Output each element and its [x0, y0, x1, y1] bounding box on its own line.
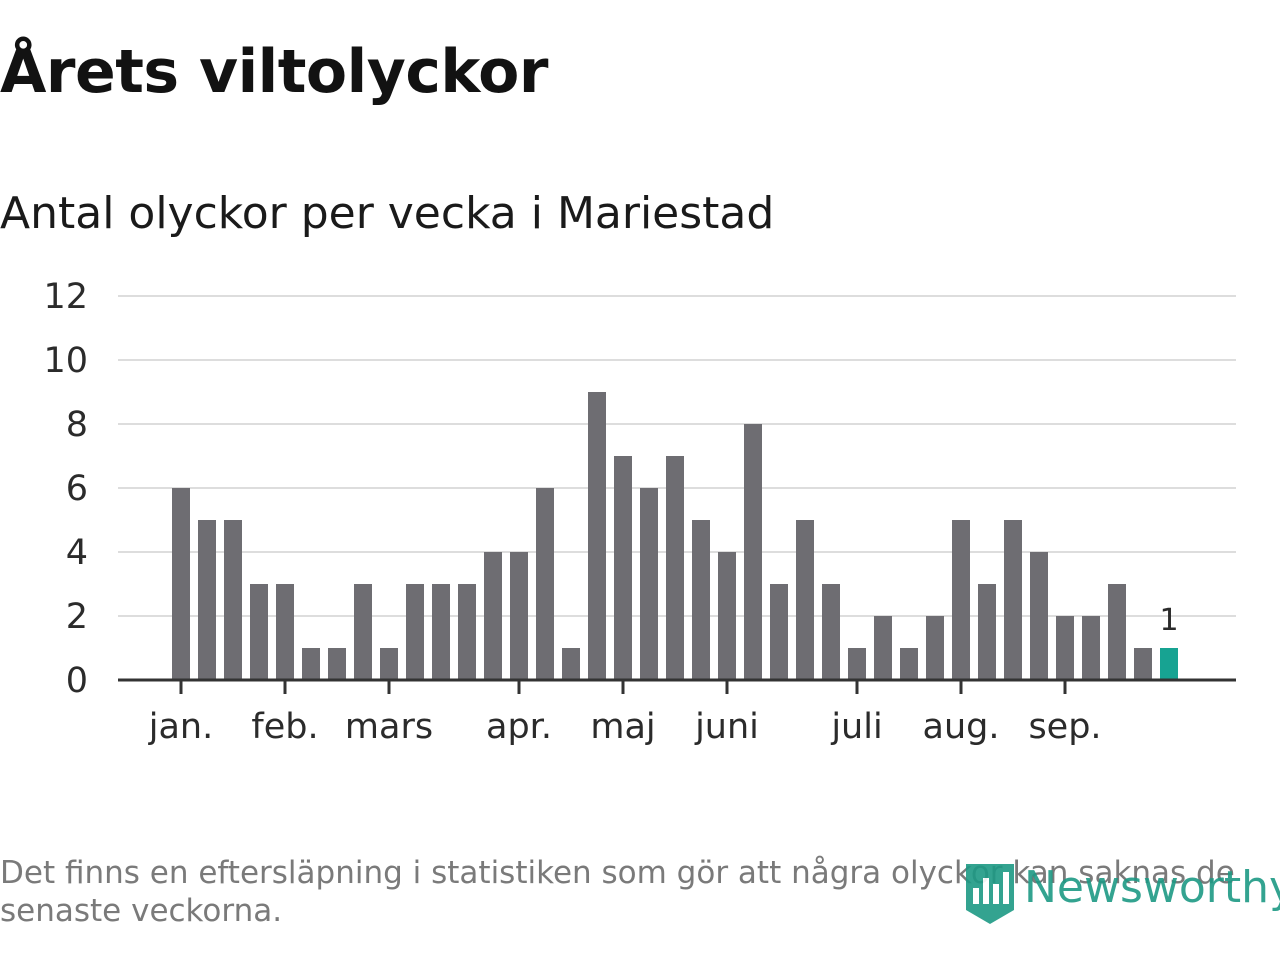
bar	[614, 456, 632, 680]
bar	[250, 584, 268, 680]
bar	[1082, 616, 1100, 680]
y-tick-label: 10	[43, 341, 88, 381]
bar	[302, 648, 320, 680]
bar	[172, 488, 190, 680]
bar	[198, 520, 216, 680]
bar	[1056, 616, 1074, 680]
bar	[796, 520, 814, 680]
bar	[692, 520, 710, 680]
bar	[744, 424, 762, 680]
logo-text: Newsworthy	[1024, 862, 1280, 913]
x-tick-label: sep.	[1028, 707, 1101, 747]
chart-subtitle: Antal olyckor per vecka i Mariestad	[0, 188, 775, 239]
x-axis-ticks: jan. feb. mars apr. maj juni juli aug. sep.	[148, 680, 1102, 747]
newsworthy-chart-icon	[966, 864, 1014, 924]
bar	[874, 616, 892, 680]
x-tick-label: jan.	[148, 707, 213, 747]
x-tick-label: mars	[345, 707, 433, 747]
footnote: Det finns en eftersläpning i statistiken…	[0, 855, 1235, 929]
bar	[562, 648, 580, 680]
x-tick-label: apr.	[486, 707, 552, 747]
bar-current-week	[1160, 648, 1178, 680]
bars	[172, 392, 1178, 680]
bar	[770, 584, 788, 680]
bar	[458, 584, 476, 680]
bar	[536, 488, 554, 680]
bar	[900, 648, 918, 680]
bar	[354, 584, 372, 680]
bar	[406, 584, 424, 680]
y-axis-ticks: 0 2 4 6 8 10 12	[43, 277, 88, 701]
x-tick-label: juli	[830, 707, 882, 747]
bar	[1030, 552, 1048, 680]
bar	[588, 392, 606, 680]
bar	[380, 648, 398, 680]
bar	[848, 648, 866, 680]
y-tick-label: 4	[66, 533, 88, 573]
x-tick-label: juni	[694, 707, 759, 747]
bar	[276, 584, 294, 680]
y-tick-label: 8	[66, 405, 88, 445]
bar	[978, 584, 996, 680]
bar	[822, 584, 840, 680]
bar	[1108, 584, 1126, 680]
bar	[224, 520, 242, 680]
y-tick-label: 12	[43, 277, 88, 317]
x-tick-label: maj	[590, 707, 655, 747]
x-tick-label: aug.	[923, 707, 1000, 747]
bar	[640, 488, 658, 680]
newsworthy-logo: Newsworthy	[964, 858, 1280, 926]
bar	[1134, 648, 1152, 680]
bar	[1004, 520, 1022, 680]
data-label-current-week: 1	[1159, 603, 1178, 638]
bar	[328, 648, 346, 680]
bar	[484, 552, 502, 680]
y-tick-label: 0	[66, 661, 88, 701]
chart-title: Årets viltolyckor	[0, 37, 549, 107]
bar-chart: 0 2 4 6 8 10 12 jan. feb. mars apr. maj juni juli aug…	[43, 277, 1236, 747]
y-tick-label: 6	[66, 469, 88, 509]
x-tick-label: feb.	[251, 707, 318, 747]
bar	[510, 552, 528, 680]
bar	[926, 616, 944, 680]
data-labels: 1	[1159, 603, 1178, 638]
bar	[952, 520, 970, 680]
bar	[718, 552, 736, 680]
bar	[666, 456, 684, 680]
y-tick-label: 2	[66, 597, 88, 637]
bar	[432, 584, 450, 680]
